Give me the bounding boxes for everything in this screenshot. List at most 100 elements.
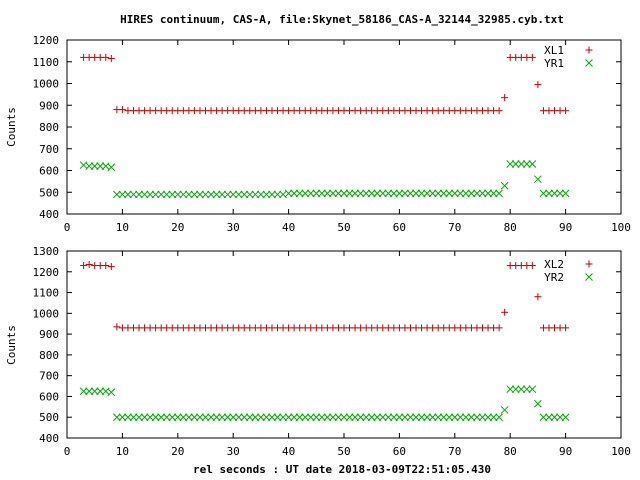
legend-marker-yr2 <box>585 273 593 281</box>
data-point <box>85 162 94 171</box>
data-point <box>306 189 315 198</box>
bottom-x-tick-label: 90 <box>559 445 572 458</box>
data-point <box>185 413 193 422</box>
bottom-y-tick-label: 500 <box>39 411 59 424</box>
data-point <box>312 413 321 422</box>
data-point <box>207 413 215 422</box>
data-point <box>185 190 193 199</box>
data-point <box>140 413 149 422</box>
legend-marker-xl2 <box>585 260 593 268</box>
data-point <box>390 189 398 198</box>
data-point <box>417 189 426 198</box>
data-point <box>450 413 459 422</box>
data-point <box>301 189 310 198</box>
data-point <box>329 413 337 422</box>
bottom-plot-frame <box>66 250 622 439</box>
data-point <box>96 162 105 171</box>
data-point <box>173 413 182 422</box>
data-point <box>218 413 226 422</box>
top-y-tick-label: 400 <box>39 208 59 221</box>
top-x-tick-label: 0 <box>64 221 71 234</box>
data-point <box>434 189 443 198</box>
top-y-tick-label: 800 <box>39 121 59 134</box>
data-point <box>162 413 171 422</box>
data-point <box>373 413 382 422</box>
data-point <box>80 262 88 270</box>
data-point <box>340 413 348 422</box>
data-point <box>234 190 243 199</box>
data-point <box>462 189 470 198</box>
data-point <box>450 189 459 198</box>
legend-label-xl2: XL2 <box>544 258 564 271</box>
data-point <box>207 190 215 199</box>
top-plot-frame <box>66 39 622 215</box>
data-point <box>561 413 570 422</box>
data-point <box>317 189 326 198</box>
data-point <box>562 324 570 332</box>
data-point <box>473 189 481 198</box>
bottom-x-tick-label: 40 <box>282 445 295 458</box>
data-point <box>102 262 110 270</box>
data-point <box>124 190 132 199</box>
bottom-y-tick-label: 900 <box>39 328 59 341</box>
data-point <box>118 106 126 114</box>
data-point <box>378 189 387 198</box>
data-point <box>151 190 160 199</box>
data-point <box>240 413 249 422</box>
bottom-x-tick-label: 50 <box>337 445 350 458</box>
x-axis-label: rel seconds : UT date 2018-03-09T22:51:0… <box>193 463 491 476</box>
data-point <box>478 413 487 422</box>
data-point <box>168 413 177 422</box>
data-point <box>550 189 559 198</box>
bottom-y-tick-label: 1100 <box>33 287 60 300</box>
data-point <box>417 413 426 422</box>
data-point <box>107 163 116 172</box>
data-point <box>118 413 127 422</box>
data-point <box>511 160 520 168</box>
bottom-x-tick-label: 70 <box>448 445 461 458</box>
bottom-y-tick-label: 800 <box>39 349 59 362</box>
data-point <box>562 107 570 115</box>
data-point <box>495 189 503 198</box>
data-point <box>517 160 526 168</box>
data-point <box>351 189 359 198</box>
top-x-tick-label: 20 <box>171 221 184 234</box>
data-point <box>212 413 221 422</box>
data-point <box>356 413 365 422</box>
bottom-x-tick-label: 10 <box>116 445 129 458</box>
legend-label-yr1: YR1 <box>544 57 564 70</box>
data-point <box>367 413 376 422</box>
data-point <box>273 413 282 422</box>
data-point <box>511 385 520 394</box>
data-point <box>212 190 221 199</box>
data-point <box>107 54 115 62</box>
data-point <box>489 413 498 422</box>
data-point <box>173 190 182 199</box>
data-point <box>284 413 293 422</box>
top-y-tick-label: 900 <box>39 99 59 112</box>
data-point <box>439 189 448 198</box>
top-series-yr1 <box>79 160 570 199</box>
data-point <box>201 190 210 199</box>
data-point <box>428 413 437 422</box>
data-point <box>323 189 332 198</box>
data-point <box>401 413 409 422</box>
data-point <box>456 413 465 422</box>
data-point <box>501 308 509 316</box>
data-point <box>129 413 138 422</box>
data-point <box>140 190 149 199</box>
data-point <box>528 262 536 270</box>
data-point <box>545 413 553 422</box>
legend-marker-yr1 <box>585 59 593 67</box>
data-point <box>107 263 115 271</box>
data-point <box>201 413 210 422</box>
data-point <box>157 190 166 199</box>
data-point <box>268 190 276 199</box>
data-point <box>168 190 177 199</box>
data-point <box>545 189 553 198</box>
data-point <box>522 385 531 394</box>
data-point <box>384 413 393 422</box>
data-point <box>356 189 365 198</box>
bottom-y-tick-label: 1200 <box>33 266 60 279</box>
data-point <box>218 190 226 199</box>
